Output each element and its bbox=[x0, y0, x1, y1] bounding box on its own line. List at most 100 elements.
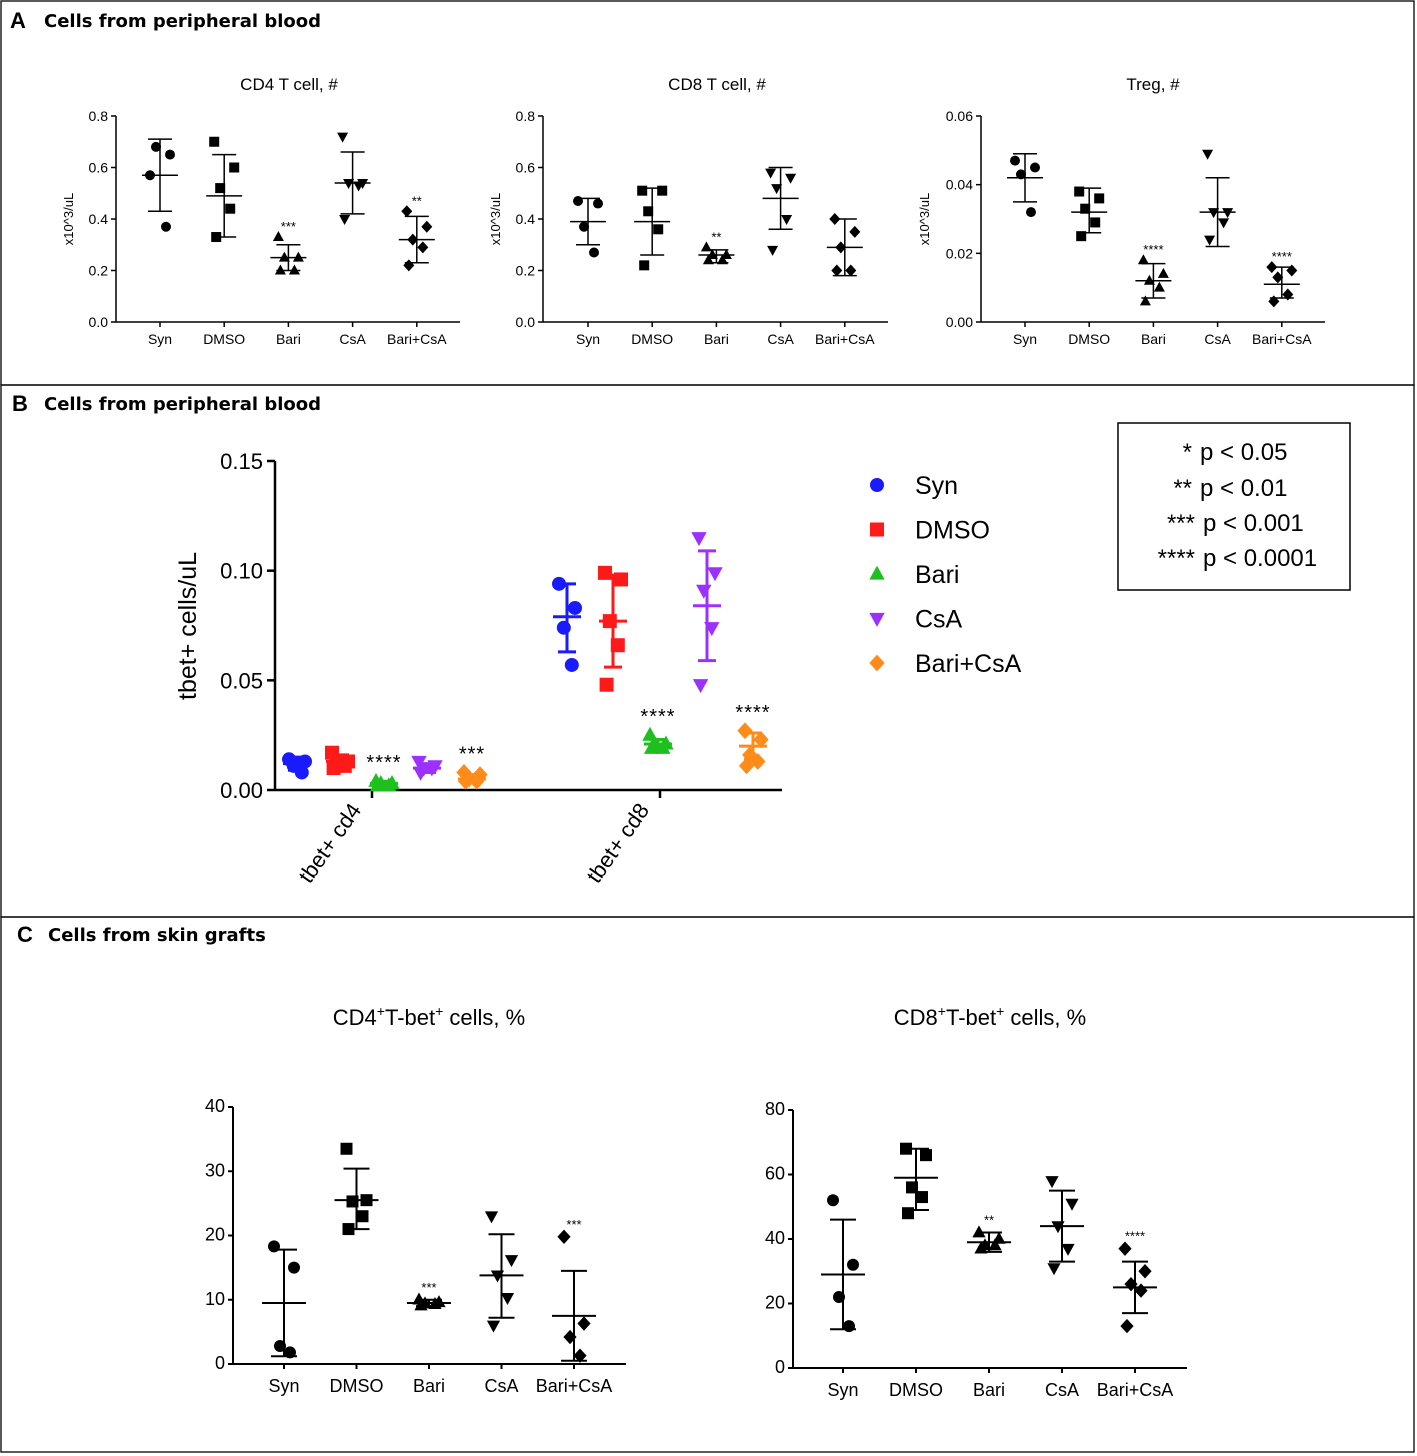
x-tick-label: Bari bbox=[1141, 331, 1166, 347]
y-tick-label: 0.2 bbox=[516, 263, 536, 279]
panel-a-letter: A bbox=[10, 8, 26, 33]
x-tick-label: Bari bbox=[704, 331, 729, 347]
data-point bbox=[457, 772, 474, 790]
data-point bbox=[643, 206, 654, 217]
data-point bbox=[845, 264, 857, 277]
data-point bbox=[637, 185, 648, 196]
data-point bbox=[469, 772, 485, 790]
data-point bbox=[484, 1211, 499, 1224]
x-tick-label: Bari bbox=[413, 1376, 445, 1396]
x-tick-label: CsA bbox=[1204, 331, 1231, 347]
significance-label: **** bbox=[735, 702, 770, 724]
data-point bbox=[1065, 1198, 1079, 1211]
data-point bbox=[1061, 1243, 1075, 1256]
data-point bbox=[655, 739, 671, 754]
y-tick-label: 0 bbox=[215, 1353, 225, 1373]
x-tick-label: Bari+CsA bbox=[815, 331, 875, 347]
chart-b-legend: Syn DMSO Bari CsA Bari+CsA bbox=[869, 472, 1022, 678]
data-point bbox=[209, 136, 220, 147]
y-tick-label: 0.15 bbox=[220, 449, 263, 474]
chart-a2: 0.0 0.2 0.4 0.6 0.8 Syn DMSO Bari ** CsA Bari+CsA bbox=[516, 108, 888, 347]
x-tick-label: tbet+ cd8 bbox=[581, 799, 654, 888]
data-point bbox=[700, 241, 712, 252]
data-point bbox=[557, 1229, 571, 1244]
x-tick-label: DMSO bbox=[1068, 331, 1110, 347]
data-point bbox=[407, 233, 419, 246]
significance-label: *** bbox=[421, 1280, 436, 1295]
data-point bbox=[381, 777, 397, 792]
data-point bbox=[1208, 208, 1220, 219]
key-stars-2: ** bbox=[1173, 475, 1192, 502]
data-point bbox=[268, 1240, 280, 1253]
data-point bbox=[753, 731, 769, 748]
chart-a1-title: CD4 T cell, # bbox=[240, 75, 338, 94]
data-point bbox=[767, 245, 779, 256]
data-point bbox=[642, 726, 658, 741]
data-point bbox=[1080, 203, 1091, 214]
key-text-4: p < 0.0001 bbox=[1203, 545, 1317, 572]
key-text-2: p < 0.01 bbox=[1200, 475, 1287, 502]
data-point bbox=[424, 762, 440, 777]
data-point bbox=[568, 600, 582, 615]
data-point bbox=[353, 181, 365, 192]
x-tick-label: Syn bbox=[268, 1376, 299, 1396]
data-point bbox=[696, 584, 712, 599]
data-point bbox=[1090, 217, 1101, 228]
panel-b-letter: B bbox=[12, 391, 28, 416]
y-tick-label: 0.10 bbox=[220, 559, 263, 584]
data-point bbox=[835, 241, 847, 254]
y-tick-label: 0.00 bbox=[220, 778, 263, 803]
significance-key-box bbox=[1117, 422, 1351, 591]
data-point bbox=[369, 777, 386, 792]
significance-label: **** bbox=[1125, 1229, 1145, 1244]
data-point bbox=[716, 254, 728, 265]
data-point bbox=[356, 1210, 369, 1223]
data-point bbox=[614, 572, 628, 587]
data-point bbox=[500, 1293, 515, 1306]
data-point bbox=[1202, 149, 1214, 160]
data-point bbox=[702, 254, 714, 265]
x-tick-label: DMSO bbox=[330, 1376, 384, 1396]
data-point bbox=[401, 205, 413, 218]
data-point bbox=[593, 198, 603, 209]
data-point bbox=[707, 567, 723, 582]
legend-marker bbox=[870, 478, 884, 492]
y-tick-label: 0.0 bbox=[89, 314, 109, 330]
data-point bbox=[771, 184, 783, 195]
data-point bbox=[737, 722, 753, 740]
y-tick-label: 20 bbox=[205, 1225, 225, 1245]
data-point bbox=[1030, 162, 1040, 173]
y-tick-label: 0.0 bbox=[516, 314, 536, 330]
significance-label: *** bbox=[459, 743, 485, 765]
x-tick-label: Syn bbox=[148, 331, 172, 347]
data-point bbox=[742, 746, 758, 764]
x-tick-label: Bari bbox=[973, 1380, 1005, 1400]
data-point bbox=[577, 1316, 591, 1331]
data-point bbox=[1266, 261, 1278, 274]
data-point bbox=[294, 765, 309, 780]
key-text-1: p < 0.05 bbox=[1200, 439, 1287, 466]
significance-label: *** bbox=[281, 219, 296, 234]
significance-key: * p < 0.05 ** p < 0.01 *** p < 0.001 ***… bbox=[1158, 439, 1317, 572]
y-tick-label: 40 bbox=[765, 1228, 785, 1248]
x-tick-label: Bari+CsA bbox=[536, 1376, 613, 1396]
y-tick-label: 0.8 bbox=[89, 108, 109, 124]
data-point bbox=[145, 170, 155, 181]
legend-label: Bari bbox=[915, 561, 959, 589]
x-tick-label: CsA bbox=[767, 331, 794, 347]
data-point bbox=[653, 224, 664, 235]
data-point bbox=[1268, 295, 1280, 308]
y-tick-label: 30 bbox=[205, 1160, 225, 1180]
x-tick-label: Bari+CsA bbox=[1252, 331, 1312, 347]
y-tick-label: 60 bbox=[765, 1164, 785, 1184]
panel-a-title: Cells from peripheral blood bbox=[44, 11, 321, 32]
y-tick-label: 0.6 bbox=[89, 160, 109, 176]
data-point bbox=[278, 251, 290, 262]
data-point bbox=[225, 203, 236, 214]
y-tick-label: 0.6 bbox=[516, 160, 536, 176]
data-point bbox=[988, 1238, 1002, 1251]
key-stars-3: *** bbox=[1167, 510, 1195, 537]
x-tick-label: CsA bbox=[484, 1376, 518, 1396]
data-point bbox=[1204, 235, 1216, 246]
